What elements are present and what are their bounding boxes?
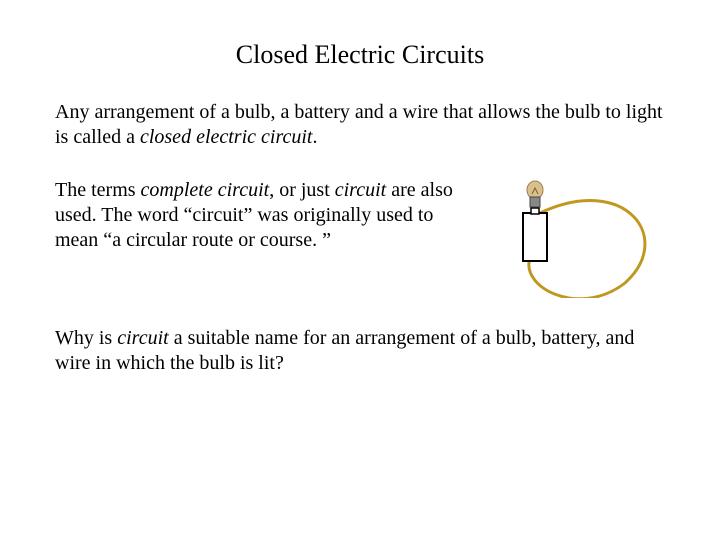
bulb-glass [527,181,543,199]
p3-emphasis: circuit [117,327,168,349]
circuit-diagram [485,178,665,298]
paragraph-2-row: The terms complete circuit, or just circ… [55,178,665,298]
p1-emphasis: closed electric circuit [140,126,313,148]
paragraph-3: Why is circuit a suitable name for an ar… [55,326,665,376]
bulb-base [530,197,540,207]
paragraph-1: Any arrangement of a bulb, a battery and… [55,100,665,150]
slide-title: Closed Electric Circuits [55,40,665,70]
p2-text-b: , or just [269,179,335,201]
p1-text-post: . [313,126,318,148]
battery-terminal [531,208,539,214]
p2-emphasis-2: circuit [335,179,386,201]
p3-text-a: Why is [55,327,117,349]
battery-body [523,213,547,261]
p2-emphasis-1: complete circuit [141,179,270,201]
p2-text-a: The terms [55,179,141,201]
paragraph-2: The terms complete circuit, or just circ… [55,178,465,253]
